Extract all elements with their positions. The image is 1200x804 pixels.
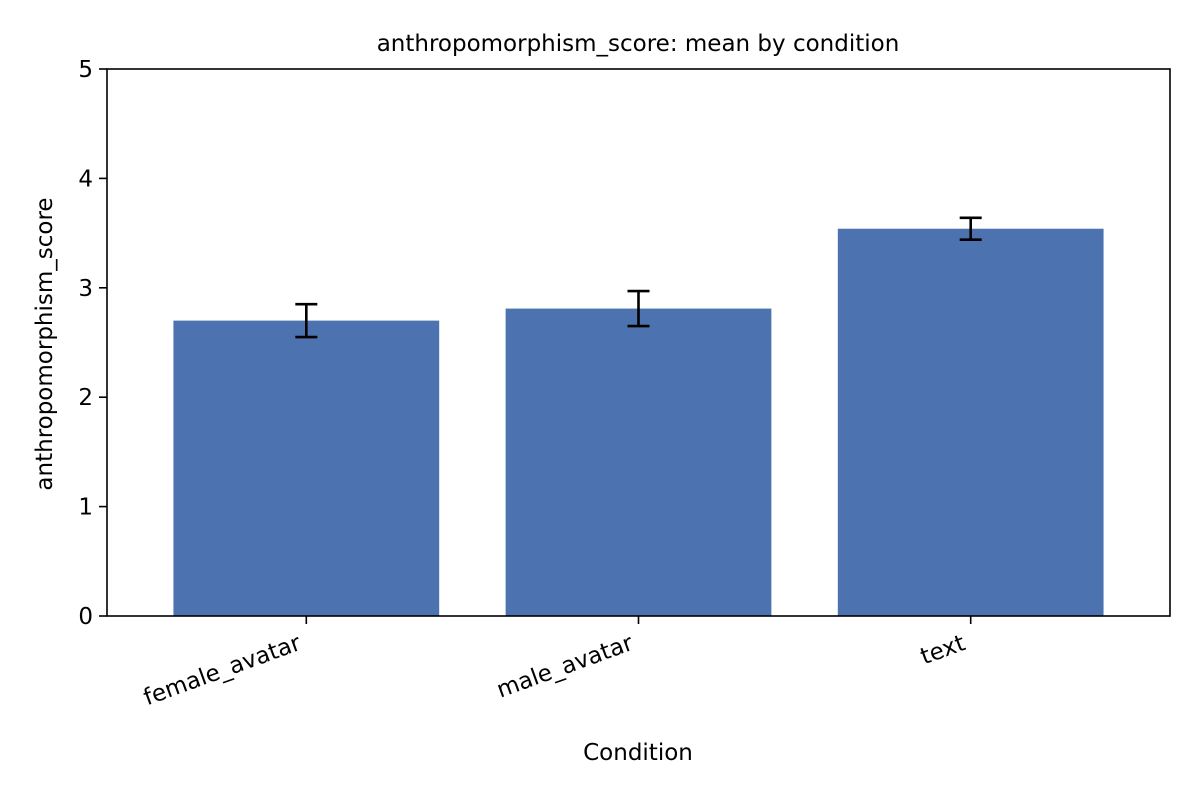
y-axis-ticks: 0 1 2 3 4 5 xyxy=(78,57,107,630)
x-axis-label: Condition xyxy=(583,740,693,766)
bar-text xyxy=(837,228,1104,616)
error-bars-layer xyxy=(295,216,982,339)
y-tick-label: 3 xyxy=(78,276,93,302)
y-axis-label: anthropomorphism_score xyxy=(32,197,58,490)
error-bar-text xyxy=(959,216,982,241)
error-bar-female_avatar xyxy=(295,302,318,339)
y-tick-label: 5 xyxy=(78,57,93,83)
y-tick-label: 4 xyxy=(78,166,93,192)
bar-female_avatar xyxy=(173,320,440,616)
bar-male_avatar xyxy=(505,308,772,616)
y-tick-label: 1 xyxy=(78,495,93,521)
y-tick-label: 0 xyxy=(78,604,93,630)
bars-layer xyxy=(173,228,1104,616)
chart-title: anthropomorphism_score: mean by conditio… xyxy=(377,31,900,57)
y-tick-label: 2 xyxy=(78,385,93,411)
error-bar-male_avatar xyxy=(627,289,650,328)
